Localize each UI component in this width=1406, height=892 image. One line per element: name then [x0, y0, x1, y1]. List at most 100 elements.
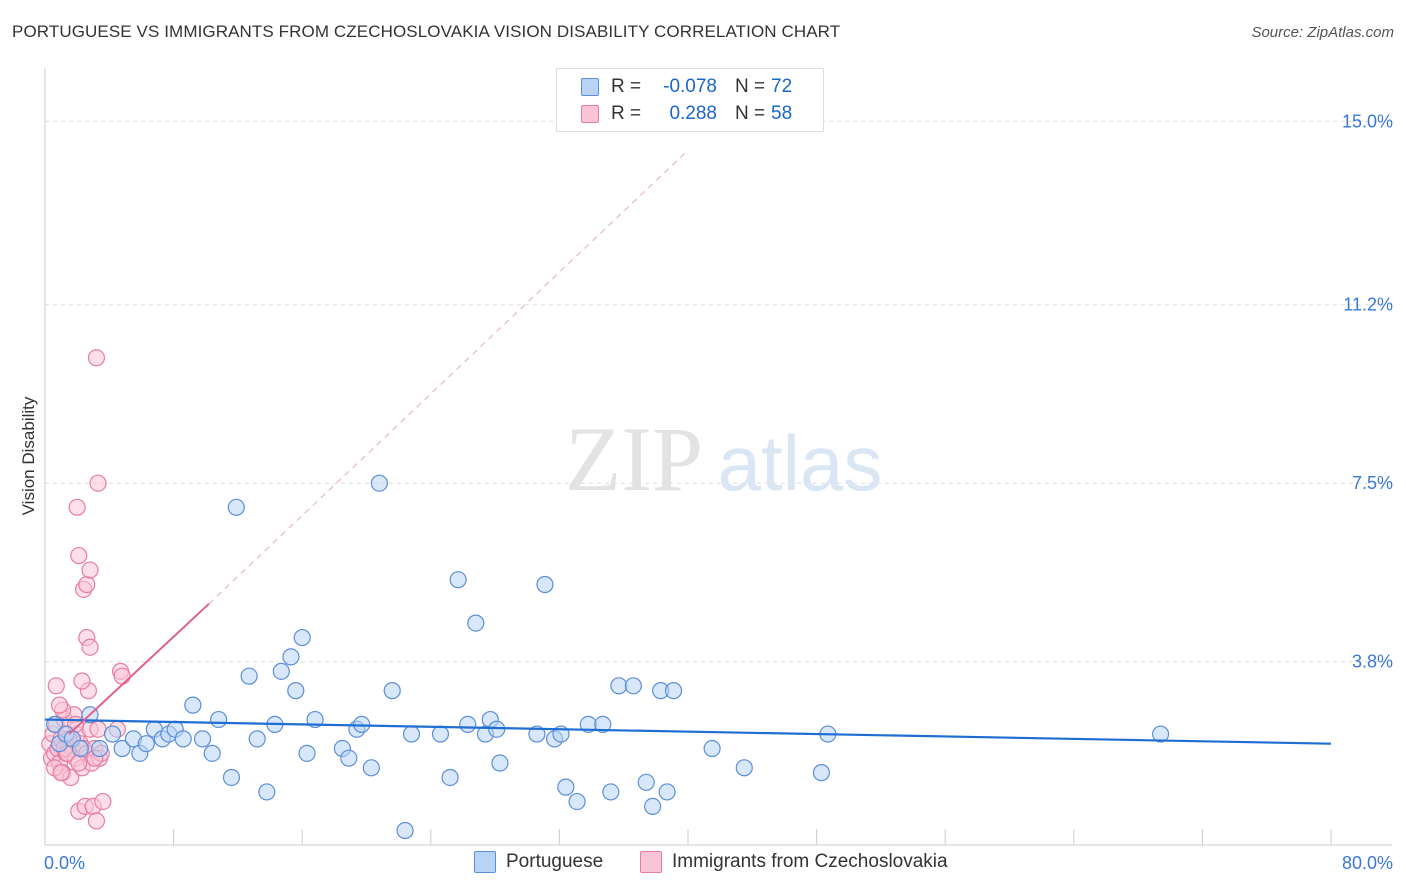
- legend-swatch-czech: [581, 105, 599, 123]
- legend-row-czech: R = 0.288 N = 58: [581, 102, 792, 126]
- y-tick-label: 3.8%: [1352, 652, 1393, 672]
- portuguese-point: [624, 677, 642, 695]
- series-legend-czech: Immigrants from Czechoslovakia: [640, 851, 948, 873]
- portuguese-point: [431, 725, 450, 743]
- axes: [44, 68, 1392, 846]
- czech-point: [52, 764, 70, 782]
- legend-n-value: 72: [771, 76, 793, 97]
- portuguese-point: [340, 749, 358, 767]
- legend-r-value: 0.288: [669, 103, 717, 124]
- x-tick-label-min: 0.0%: [44, 853, 85, 873]
- y-tick-label: 11.2%: [1343, 295, 1393, 315]
- portuguese-point: [103, 725, 122, 743]
- portuguese-point: [240, 667, 258, 685]
- portuguese-point: [568, 792, 586, 811]
- portuguese-point: [174, 730, 192, 748]
- portuguese-point: [664, 682, 683, 700]
- czech-point: [89, 474, 107, 492]
- portuguese-point: [193, 730, 212, 748]
- portuguese-points: [46, 474, 1170, 840]
- czech-point: [68, 498, 86, 516]
- portuguese-point: [258, 783, 276, 801]
- czech-point: [81, 638, 99, 656]
- legend-n-label: N =: [735, 76, 766, 97]
- portuguese-point: [467, 614, 485, 632]
- portuguese-point: [298, 744, 316, 762]
- portuguese-point: [383, 682, 401, 700]
- portuguese-point: [637, 773, 655, 791]
- legend-n-label: N =: [735, 103, 766, 124]
- legend-swatch-portuguese: [581, 78, 599, 96]
- source-label: Source: ZipAtlas.com: [1251, 24, 1394, 41]
- portuguese-point: [594, 715, 612, 734]
- series-swatch-portuguese: [474, 851, 496, 873]
- portuguese-point: [658, 783, 676, 801]
- czech-point: [70, 546, 88, 565]
- portuguese-point: [370, 474, 388, 492]
- czech-point: [87, 349, 106, 367]
- czech-trend-line-extension: [208, 149, 689, 605]
- portuguese-point: [1152, 725, 1170, 743]
- portuguese-point: [402, 725, 421, 743]
- portuguese-point: [248, 730, 266, 748]
- portuguese-point: [610, 677, 628, 695]
- portuguese-point: [536, 575, 554, 594]
- legend-r-label: R =: [611, 103, 642, 124]
- portuguese-point: [449, 571, 467, 589]
- czech-points: [41, 349, 131, 830]
- czech-point: [50, 696, 69, 714]
- portuguese-point: [703, 739, 721, 758]
- portuguese-point: [528, 725, 546, 743]
- x-tick-label-max: 80.0%: [1342, 853, 1393, 873]
- chart-title: PORTUGUESE VS IMMIGRANTS FROM CZECHOSLOV…: [12, 22, 841, 41]
- series-legend: Portuguese Immigrants from Czechoslovaki…: [0, 851, 1406, 877]
- legend-row-portuguese: R = -0.078 N = 72: [581, 75, 792, 99]
- portuguese-point: [396, 821, 414, 840]
- y-tick-label: 7.5%: [1352, 473, 1393, 493]
- czech-point: [81, 561, 99, 579]
- portuguese-point: [203, 744, 221, 762]
- portuguese-point: [282, 648, 300, 666]
- portuguese-point: [222, 768, 241, 787]
- tick-labels: 3.8% 7.5% 11.2% 15.0% 0.0% 80.0% Vision Disabi…: [19, 111, 1393, 873]
- czech-point: [87, 812, 106, 830]
- y-axis-label: Vision Disability: [19, 396, 38, 515]
- czech-trend-line: [68, 603, 210, 735]
- legend-n-value: 58: [771, 103, 793, 124]
- portuguese-point: [227, 498, 245, 516]
- portuguese-point: [491, 754, 509, 772]
- czech-point: [113, 667, 131, 685]
- portuguese-point: [735, 759, 753, 777]
- portuguese-point: [812, 764, 831, 782]
- portuguese-point: [287, 682, 305, 700]
- portuguese-point: [644, 797, 662, 816]
- series-legend-portuguese: Portuguese: [474, 851, 603, 873]
- portuguese-point: [210, 710, 228, 729]
- portuguese-point: [459, 715, 477, 734]
- watermark: ZIP atlas: [565, 408, 882, 510]
- czech-point: [47, 677, 65, 695]
- portuguese-point: [557, 778, 575, 796]
- portuguese-point: [441, 768, 459, 787]
- czech-point: [78, 575, 96, 594]
- watermark-zip: ZIP: [565, 408, 703, 510]
- legend-r-value: -0.078: [663, 76, 717, 97]
- portuguese-point: [272, 662, 290, 680]
- stats-legend: R = -0.078 N = 72 R = 0.288 N = 58: [556, 68, 824, 132]
- portuguese-trend-line: [44, 718, 1332, 745]
- portuguese-point: [113, 739, 131, 758]
- portuguese-point: [184, 696, 202, 714]
- series-swatch-czech: [640, 851, 662, 873]
- series-label-portuguese: Portuguese: [506, 851, 604, 872]
- portuguese-point: [362, 759, 380, 777]
- czech-point: [94, 792, 112, 811]
- portuguese-point: [293, 628, 311, 647]
- portuguese-point: [602, 783, 620, 801]
- czech-point: [70, 754, 88, 772]
- portuguese-point: [71, 739, 89, 758]
- portuguese-point: [137, 735, 155, 753]
- trend-lines: [44, 149, 1332, 745]
- portuguese-point: [91, 739, 109, 758]
- watermark-atlas: atlas: [718, 419, 883, 507]
